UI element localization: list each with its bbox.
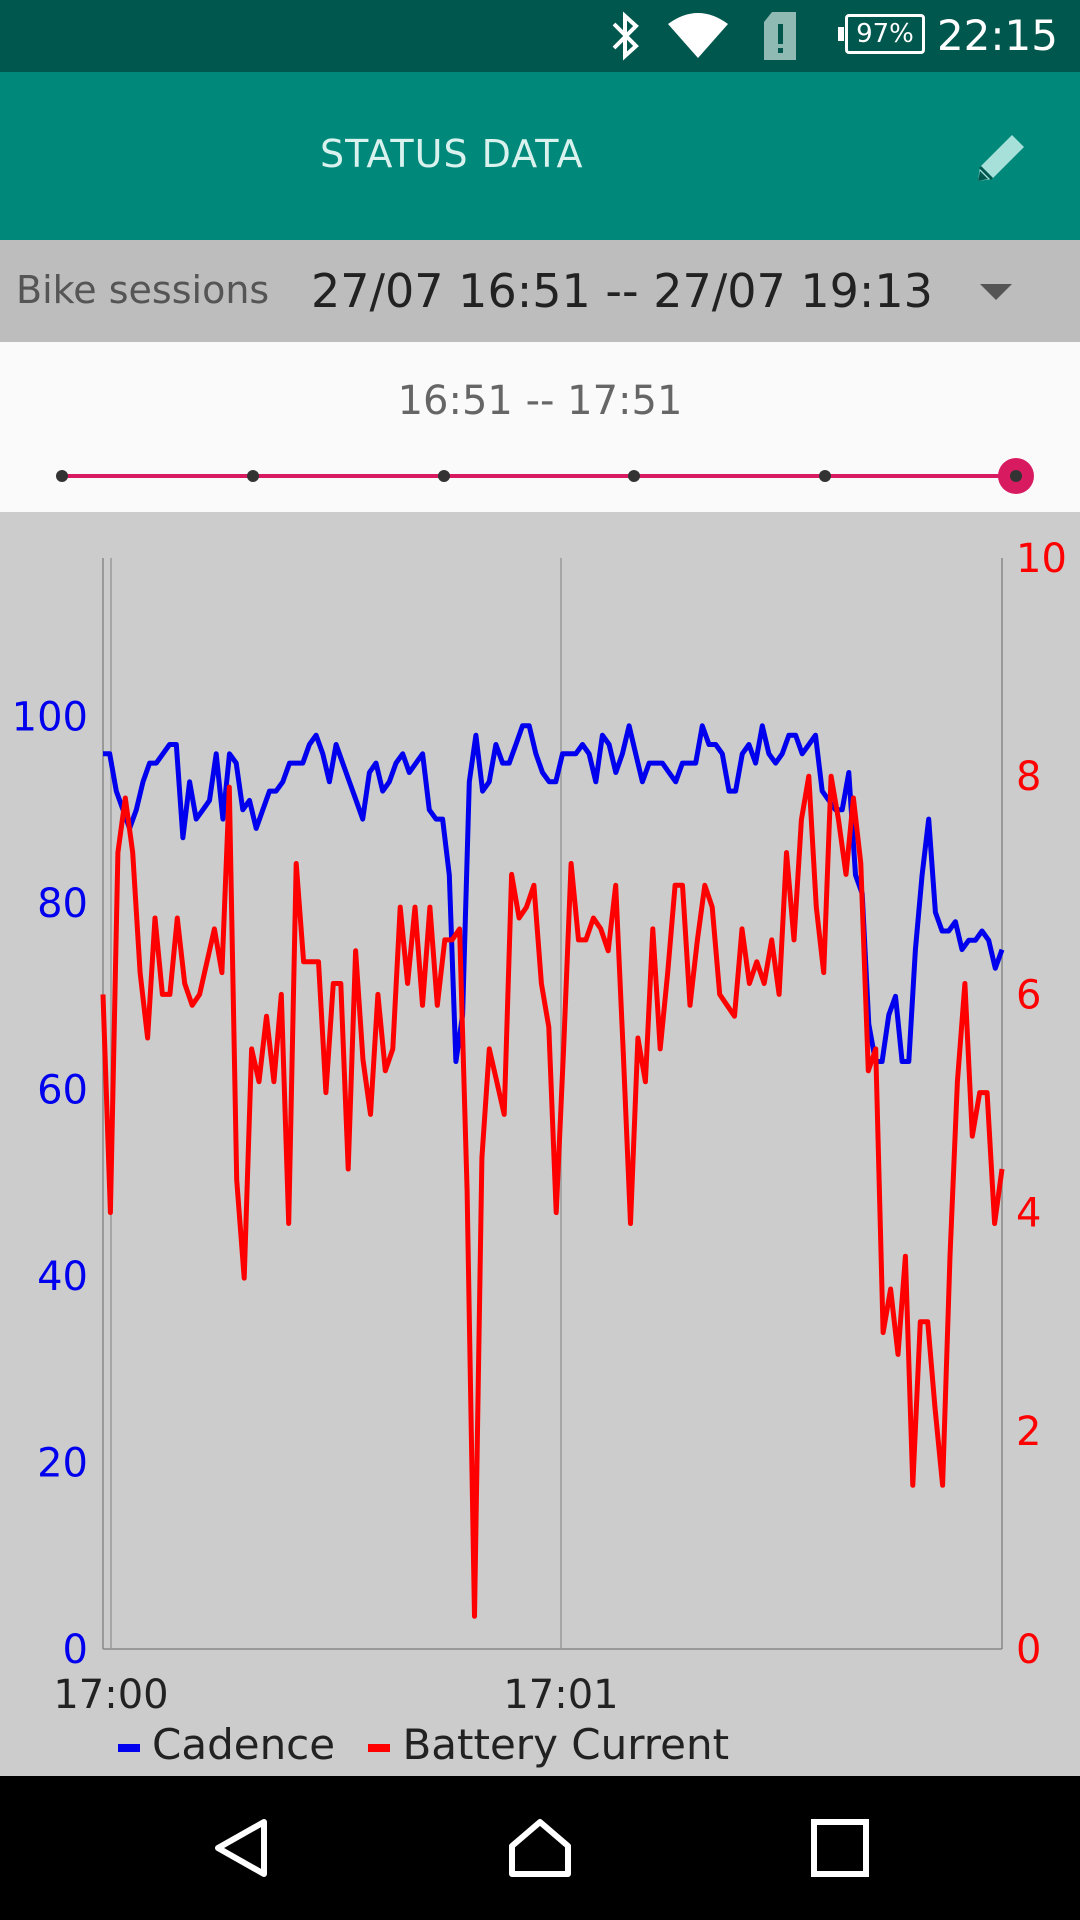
page-title: STATUS DATA [320,132,584,176]
series-line-battery-current [100,773,1005,1619]
y-left-tick-label: 40 [37,1254,88,1300]
chart-area: 17:00 17:01 0 20 40 60 80 100 0 2 4 6 8 10 [0,512,1080,1776]
y-right-tick-label: 0 [1016,1627,1041,1673]
y-left-tick-label: 20 [37,1441,88,1487]
slider-tick [246,470,259,482]
slider-tick [819,470,832,482]
status-time: 22:15 [936,11,1058,60]
status-bar: 97% 22:15 [0,0,1080,72]
slider-tick [437,470,450,482]
pencil-icon[interactable] [972,125,1032,185]
legend-swatch-battery-current [368,1743,391,1752]
y-left-tick-label: 80 [37,881,88,927]
dual-axis-line-chart: 17:00 17:01 0 20 40 60 80 100 0 2 4 6 8 10 [12,536,1067,1718]
x-tick-label: 17:01 [503,1672,618,1718]
battery-level: 97% [856,19,914,49]
session-label: Bike sessions [16,268,270,312]
y-right-tick-label: 2 [1016,1409,1041,1455]
app-bar: STATUS DATA [0,72,1080,240]
slider-thumb[interactable] [998,458,1034,494]
legend-label-battery-current: Battery Current [402,1720,730,1769]
bluetooth-icon [612,11,639,61]
wifi-icon [668,13,728,58]
slider-track [62,474,1016,478]
y-right-tick-label: 4 [1016,1191,1041,1237]
y-left-tick-label: 0 [63,1627,88,1673]
chart-legend: Cadence Battery Current [118,1720,729,1769]
legend-swatch-cadence [118,1743,140,1752]
y-left-tick-label: 60 [37,1068,88,1114]
slider-tick [628,470,641,482]
battery-icon: 97% [838,14,925,54]
session-value: 27/07 16:51 -- 27/07 19:13 [311,264,933,318]
navigation-bar [0,1776,1080,1920]
y-right-tick-label: 6 [1016,972,1041,1018]
y-right-tick-label: 8 [1016,754,1041,800]
recents-icon[interactable] [808,1816,872,1880]
home-icon[interactable] [508,1816,572,1880]
time-range-label: 16:51 -- 17:51 [397,378,683,424]
y-right-tick-label: 10 [1016,536,1067,582]
y-left-tick-label: 100 [12,695,88,741]
chevron-down-icon [980,284,1012,300]
time-range-slider[interactable] [56,458,1034,494]
legend-label-cadence: Cadence [152,1720,336,1769]
slider-tick [56,470,68,482]
x-tick-label: 17:00 [53,1672,168,1718]
time-range-panel: 16:51 -- 17:51 [0,342,1080,512]
session-dropdown[interactable]: Bike sessions 27/07 16:51 -- 27/07 19:13 [0,240,1080,342]
back-icon[interactable] [210,1816,274,1880]
sim-alert-icon [764,12,796,60]
